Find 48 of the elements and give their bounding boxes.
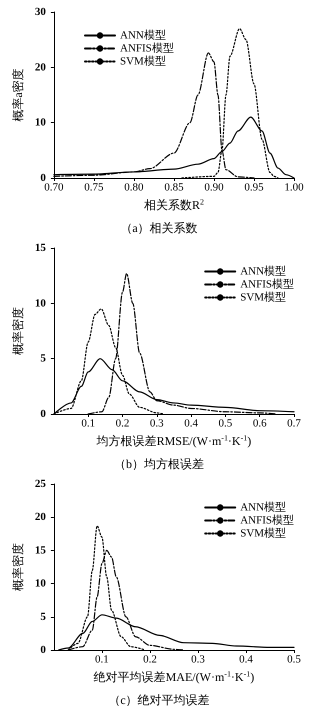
x-tick-label: 0.7 [287, 418, 302, 430]
y-tick-label: 15 [34, 544, 46, 556]
x-tick-label: 1.00 [284, 182, 304, 194]
x-tick-label: 0.70 [44, 182, 64, 194]
x-tick-label: 0.2 [143, 654, 157, 666]
x-tick-label: 0.90 [204, 182, 224, 194]
y-axis-title: 概率密度 [11, 307, 25, 355]
legend-label: ANN模型 [240, 502, 286, 514]
y-tick-label: 10 [34, 578, 46, 590]
x-tick-label: 0.95 [244, 182, 264, 194]
x-tick-label: 0.80 [124, 182, 144, 194]
text: （b）均方根误差 [114, 457, 204, 471]
y-tick-label: 15 [34, 242, 46, 254]
text: （a）相关系数 [120, 221, 198, 235]
x-tick-label: 0.1 [95, 654, 109, 666]
x-tick-label: 0.4 [239, 654, 254, 666]
y-tick-label: 10 [34, 116, 46, 129]
x-tick-label: 0.5 [218, 418, 233, 430]
y-tick-label: 0 [40, 172, 46, 184]
y-tick-label: 0 [40, 644, 46, 656]
x-tick-label: 0.85 [164, 182, 184, 194]
x-tick-label: 0.1 [81, 418, 96, 430]
y-tick-label: 10 [34, 297, 46, 310]
y-tick-label: 5 [40, 352, 46, 365]
y-axis-title: 概率密度 [11, 543, 25, 591]
x-tick-label: 0.3 [150, 418, 164, 430]
legend-label: ANFIS模型 [240, 514, 294, 526]
legend-label: ANFIS模型 [240, 278, 294, 290]
legend-label: SVM模型 [240, 292, 286, 304]
legend-label: SVM模型 [120, 56, 166, 68]
x-tick-label: 0.4 [184, 418, 198, 430]
y-tick-label: 0 [40, 408, 46, 420]
x-tick-label: 0.6 [252, 418, 268, 430]
y-tick-label: 20 [34, 511, 46, 524]
legend-label: ANN模型 [120, 30, 166, 42]
y-tick-label: 30 [34, 6, 46, 18]
legend-label: ANN模型 [240, 266, 286, 278]
x-tick-label: 0.5 [287, 654, 302, 666]
x-tick-label: 0.3 [191, 654, 206, 666]
legend-label: SVM模型 [240, 528, 286, 540]
x-tick-label: 0.75 [84, 182, 104, 194]
y-tick-label: 25 [34, 478, 46, 490]
legend-label: ANFIS模型 [120, 42, 174, 54]
y-axis-title: 概率a密度 [11, 68, 25, 122]
x-tick-label: 0.2 [116, 418, 130, 430]
y-tick-label: 5 [40, 610, 46, 623]
text: （c）绝对平均误差 [108, 693, 210, 707]
y-tick-label: 20 [34, 61, 46, 74]
